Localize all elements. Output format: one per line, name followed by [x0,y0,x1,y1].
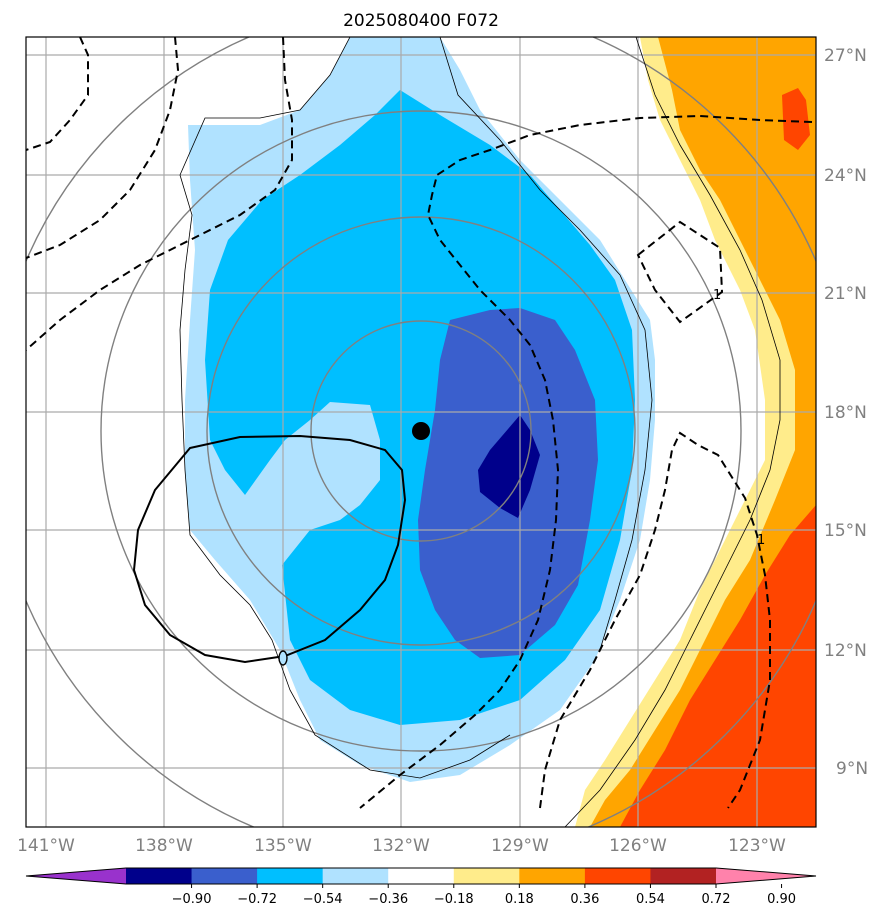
lat-label: 27°N [824,46,867,66]
colorbar-tick-label: −0.90 [172,892,212,907]
colorbar-tick-label: 0.54 [636,892,665,907]
colorbar-bin [650,868,717,884]
range-rings [26,37,816,827]
lon-label: 129°W [491,836,549,856]
lon-label: 138°W [135,836,193,856]
colorbar: −0.90 −0.72 −0.54 −0.36 −0.18 0.18 0.36 0.54 0.7… [25,867,817,907]
colorbar-bin [191,868,258,884]
lat-label: 18°N [824,403,867,423]
colorbar-bin [388,868,455,884]
colorbar-extend-max [716,868,816,884]
colorbar-extend-min [26,868,126,884]
colorbar-tick-label: 0.36 [570,892,599,907]
plot-area: 1 1 [26,37,816,827]
colorbar-tick-label: −0.54 [303,892,343,907]
plot-frame [25,36,817,828]
fill-neg0.90-neg0.72 [478,415,540,518]
shading-outline-east [439,37,653,651]
solid-contour [132,434,407,664]
longitude-axis: 141°W 138°W 135°W 132°W 129°W 126°W 123°… [17,836,786,856]
lon-label: 132°W [372,836,430,856]
lat-label: 24°N [824,166,867,186]
colorbar-bin [257,868,324,884]
fill-0.54-0.72-patch [782,88,810,150]
fill-0.54-0.72 [620,505,816,827]
colorbar-outline [25,867,817,885]
colorbar-bin [126,868,193,884]
colorbar-tick-label: −0.72 [237,892,277,907]
dashed-contours [26,37,813,809]
lat-label: 12°N [824,641,867,661]
colorbar-tick-label: 0.18 [505,892,534,907]
graticule [26,37,816,827]
colorbar-bin [584,868,651,884]
lon-label: 126°W [609,836,667,856]
colorbar-bin [453,868,520,884]
lat-label: 21°N [824,284,867,304]
colorbar-bin [519,868,586,884]
contour-small-oval [278,650,288,666]
colorbar-tick-label: −0.36 [368,892,408,907]
colorbar-bin [322,868,389,884]
lon-label: 123°W [728,836,786,856]
colorbar-tick-label: −0.18 [434,892,474,907]
contour-label: 1 [757,533,765,548]
shading-outline-west [179,37,511,779]
lat-label: 9°N [836,759,868,779]
figure-title: 2025080400 F072 [343,11,499,31]
colorbar-tick-label: 0.90 [767,892,796,907]
contour-label: 1 [713,288,721,303]
latitude-axis: 27°N 24°N 21°N 18°N 15°N 12°N 9°N [824,46,868,779]
storm-center-marker [412,422,430,440]
positive-outline [564,37,781,827]
lon-label: 141°W [17,836,75,856]
lon-label: 135°W [254,836,312,856]
colorbar-tick-label: 0.72 [702,892,731,907]
lat-label: 15°N [824,521,867,541]
